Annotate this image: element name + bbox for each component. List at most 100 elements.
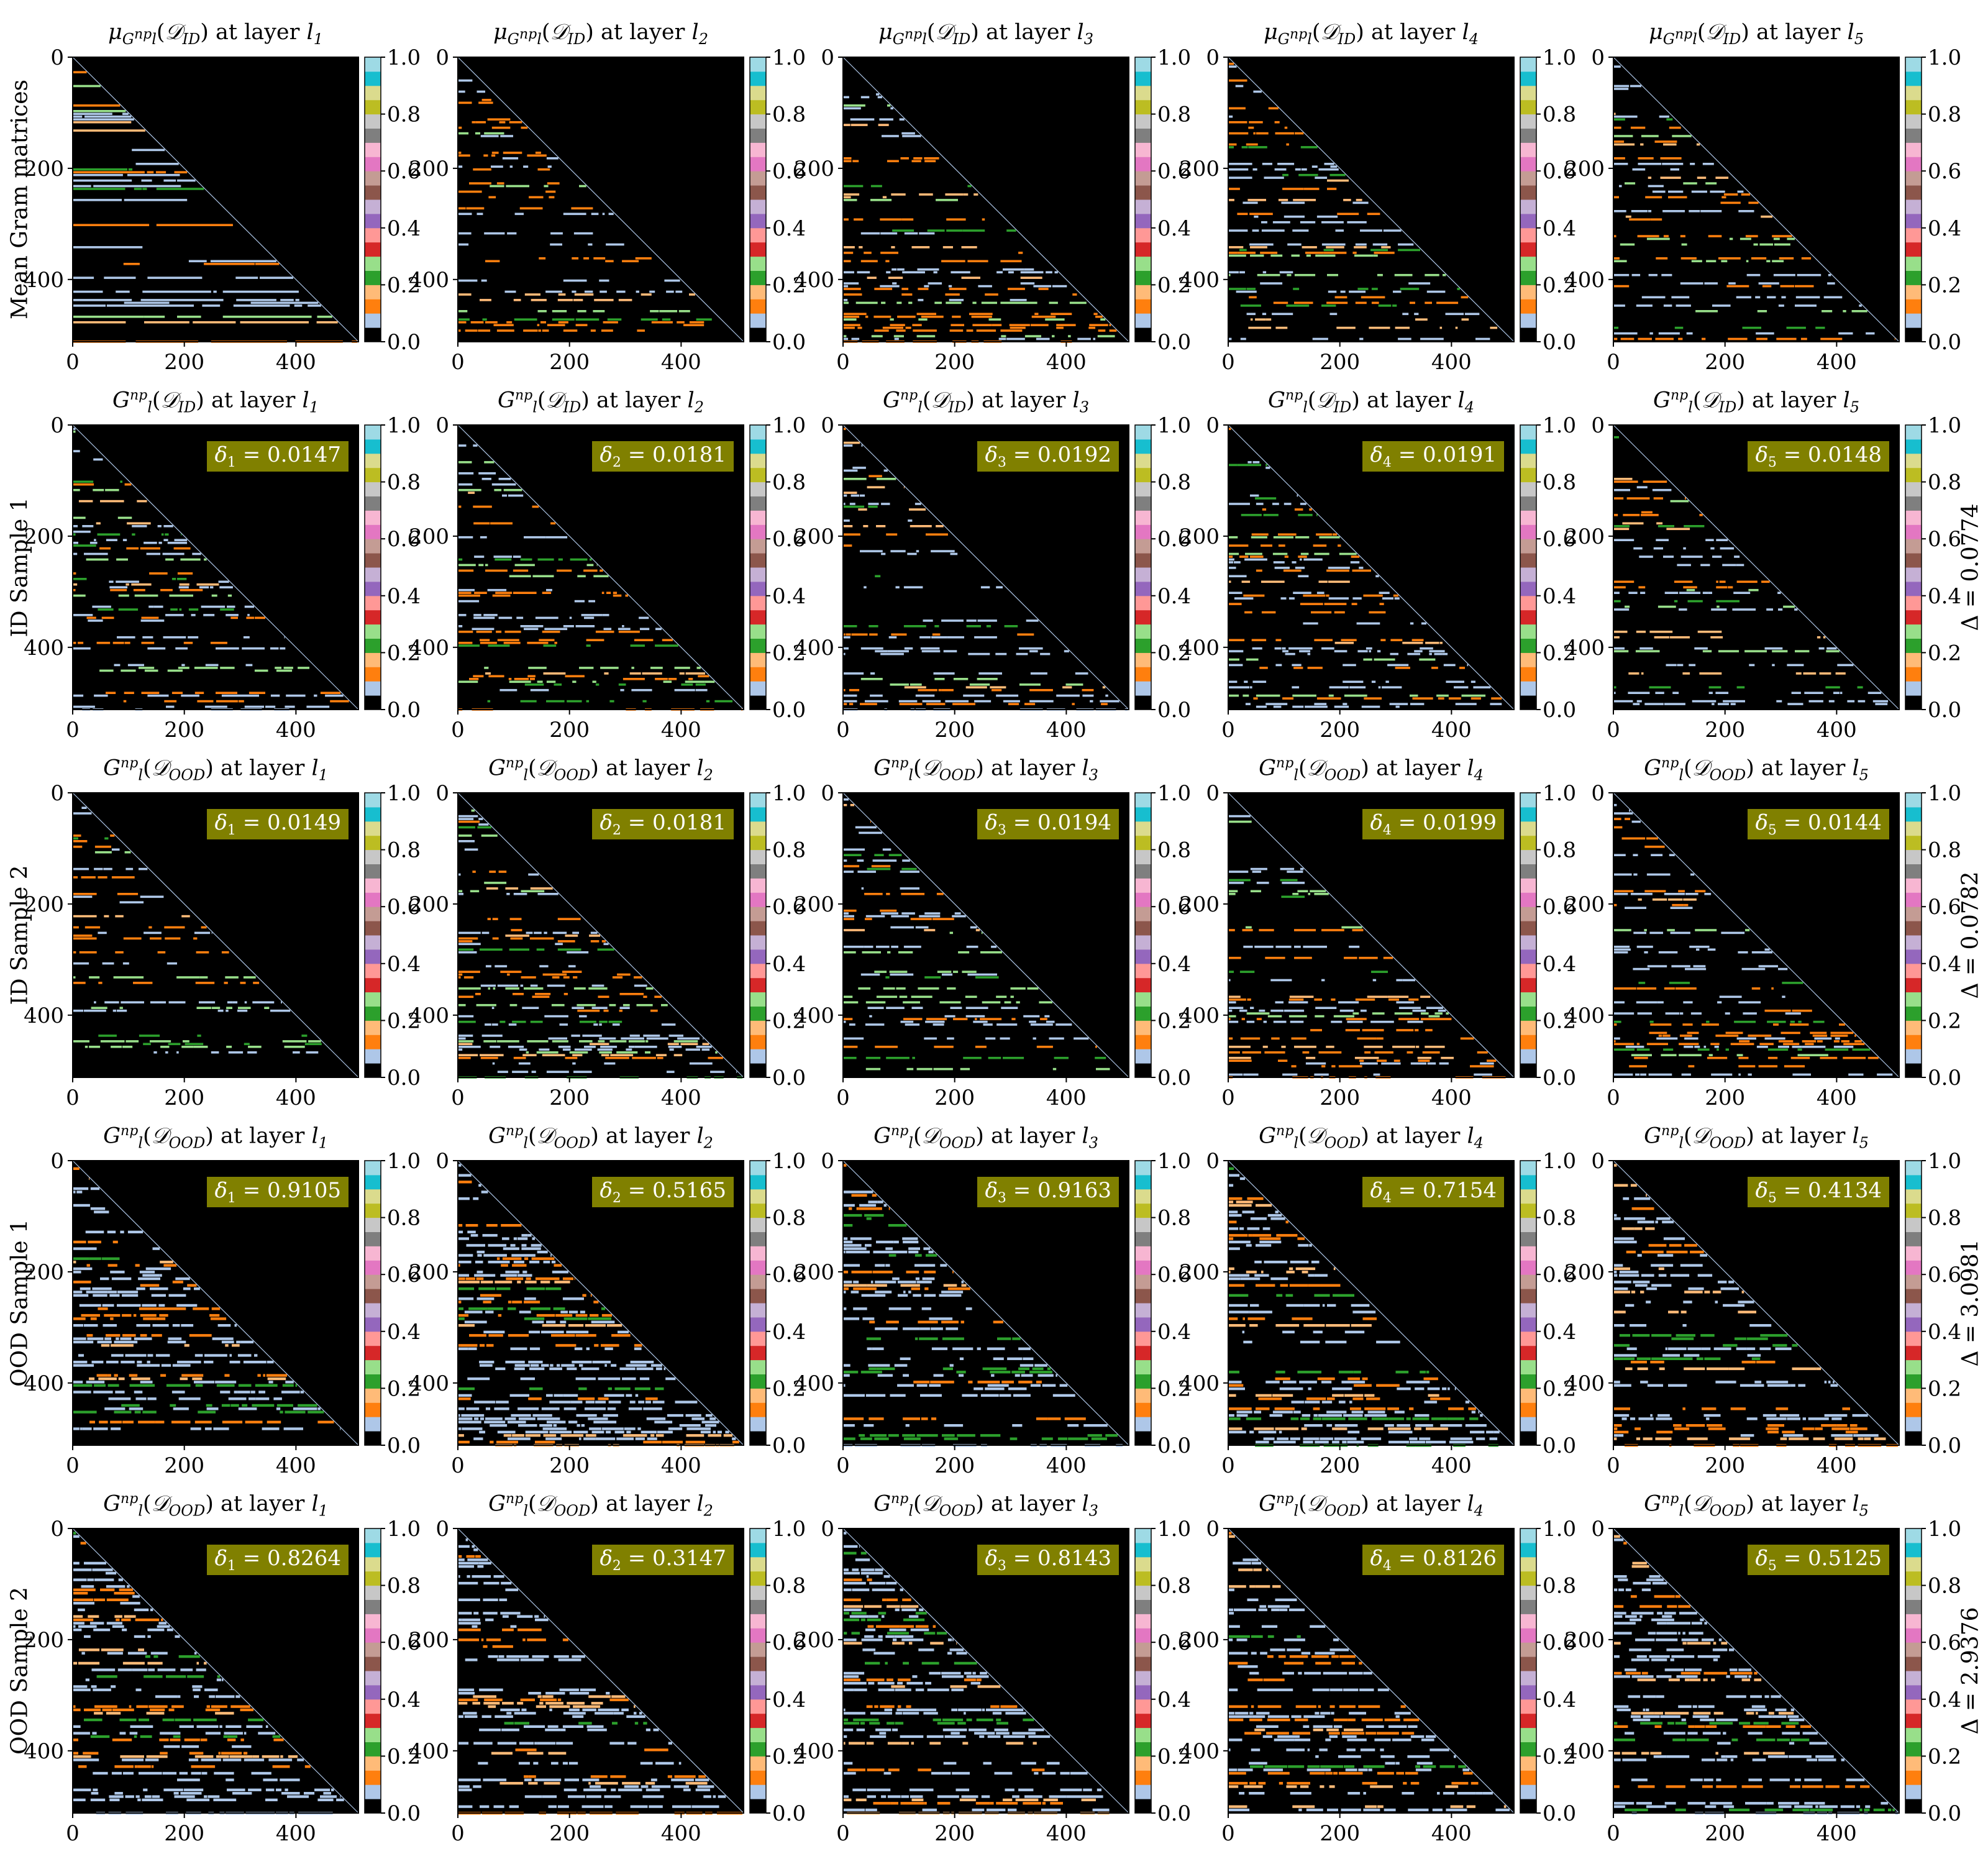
colorbar-level <box>1905 425 1922 440</box>
colorbar-level <box>1905 1246 1922 1261</box>
colorbar-tick-label: 0.0 <box>1543 698 1576 723</box>
colorbar-level <box>1520 1599 1536 1614</box>
x-tick-label: 200 <box>1320 1453 1360 1478</box>
colorbar-level <box>1520 299 1536 314</box>
colorbar-level <box>1135 638 1151 653</box>
colorbar-level <box>750 1571 766 1586</box>
x-tick-label: 0 <box>1607 350 1620 375</box>
colorbar-level <box>365 1402 381 1417</box>
row-label: ID Sample 1 <box>7 497 33 637</box>
colorbar-level <box>1905 199 1922 214</box>
x-tick-label: 0 <box>66 718 80 742</box>
panel-title: Gnpl(𝒟OOD) at layer l4 <box>1259 756 1484 784</box>
y-tick-label: 400 <box>1564 1003 1605 1028</box>
panel-title: Gnpl(𝒟ID) at layer l5 <box>1653 388 1859 416</box>
panel-title: Gnpl(𝒟OOD) at layer l1 <box>103 756 328 784</box>
colorbar-level <box>1135 128 1151 143</box>
colorbar-level <box>1520 1174 1536 1190</box>
colorbar-level <box>1520 652 1536 667</box>
colorbar-level <box>1135 1528 1151 1543</box>
colorbar-level <box>1135 610 1151 625</box>
y-tick-label: 0 <box>821 45 834 70</box>
colorbar-level <box>1135 539 1151 554</box>
colorbar-level <box>1905 256 1922 271</box>
colorbar-tick-label: 0.2 <box>387 273 421 298</box>
colorbar-tick-label: 0.6 <box>1157 1263 1191 1287</box>
colorbar-tick-label: 0.0 <box>772 1433 806 1458</box>
colorbar-level <box>1135 864 1151 879</box>
row-label: OOD Sample 1 <box>7 1219 33 1387</box>
colorbar-level <box>1135 227 1151 243</box>
colorbar-level <box>1135 1331 1151 1346</box>
colorbar-level <box>365 849 381 864</box>
colorbar-tick-label: 1.0 <box>1543 1149 1576 1174</box>
colorbar-level <box>1135 1174 1151 1190</box>
x-tick-label: 200 <box>164 718 204 742</box>
delta-badge: δ1 = 0.8264 <box>207 1545 349 1575</box>
colorbar-level <box>365 835 381 851</box>
colorbar-level <box>1905 1556 1922 1572</box>
colorbar-level <box>1135 524 1151 539</box>
colorbar-level <box>1905 921 1922 936</box>
x-tick-label: 0 <box>836 1821 850 1846</box>
heatmap-panel-r2-c2: 0 200 400 0 200 400 0.0 0.2 0.4 0.6 0.8 1.0 <box>409 413 806 742</box>
colorbar-level <box>1905 595 1922 611</box>
y-tick-label: 200 <box>1564 157 1605 181</box>
colorbar-tick-label: 0.6 <box>772 527 806 552</box>
delta-badge: δ5 = 0.0144 <box>1748 809 1889 839</box>
colorbar-level <box>1135 793 1151 808</box>
colorbar-level <box>750 907 766 921</box>
colorbar-tick-label: 0.8 <box>1928 470 1961 495</box>
colorbar-level <box>1135 652 1151 667</box>
heatmap-cells <box>73 806 322 1054</box>
colorbar-level <box>1520 963 1536 979</box>
colorbar-tick-label: 1.0 <box>772 45 806 70</box>
y-tick-label: 0 <box>435 1517 449 1542</box>
colorbar-tick-label: 0.8 <box>1543 838 1576 863</box>
colorbar-level <box>750 963 766 979</box>
colorbar-level <box>1905 1402 1922 1417</box>
heatmap-panel-r2-c1: 0 200 400 0 200 400 0.0 0.2 0.4 0.6 0.8 1.0 <box>24 413 421 742</box>
colorbar-tick-label: 0.0 <box>387 1433 421 1458</box>
colorbar-frame <box>749 424 767 710</box>
colorbar-level <box>1905 71 1922 86</box>
colorbar-tick-label: 0.4 <box>1543 1320 1576 1345</box>
x-tick-label: 400 <box>1817 350 1857 375</box>
colorbar-level <box>750 524 766 539</box>
heatmap-cells <box>843 1164 1123 1447</box>
y-tick-label: 400 <box>409 268 449 293</box>
y-tick-label: 400 <box>794 1003 834 1028</box>
colorbar-level <box>1520 1799 1536 1814</box>
colorbar-tick-label: 0.6 <box>387 1630 421 1655</box>
y-tick-label: 0 <box>1591 45 1605 70</box>
colorbar-tick-label: 0.4 <box>1543 952 1576 977</box>
colorbar-tick-label: 0.4 <box>772 952 806 977</box>
x-tick-label: 400 <box>1817 1085 1857 1110</box>
colorbar-level <box>365 227 381 243</box>
colorbar-level <box>1135 892 1151 907</box>
colorbar-level <box>1905 157 1922 171</box>
colorbar-level <box>365 1784 381 1799</box>
colorbar-level <box>365 128 381 143</box>
colorbar-level <box>1520 921 1536 936</box>
colorbar-level <box>365 1161 381 1176</box>
colorbar-level <box>1905 681 1922 696</box>
colorbar-level <box>1520 1246 1536 1261</box>
heatmap-cells <box>1613 1164 1899 1447</box>
colorbar: 0.0 0.2 0.4 0.6 0.8 1.0 <box>364 413 421 723</box>
colorbar-level <box>1520 467 1536 483</box>
colorbar-tick-label: 0.0 <box>772 698 806 723</box>
colorbar-level <box>750 624 766 639</box>
panel-frame <box>72 424 359 710</box>
colorbar-level <box>1905 1063 1922 1078</box>
colorbar-level <box>750 313 766 328</box>
colorbar-level <box>1905 539 1922 554</box>
colorbar-level <box>1905 1628 1922 1643</box>
colorbar-level <box>365 681 381 696</box>
colorbar-level <box>1520 1431 1536 1446</box>
title-mu: μ <box>108 20 122 45</box>
x-tick-label: 400 <box>661 1085 701 1110</box>
colorbar-level <box>1135 299 1151 314</box>
colorbar-level <box>365 1417 381 1432</box>
colorbar-tick-label: 1.0 <box>772 413 806 438</box>
